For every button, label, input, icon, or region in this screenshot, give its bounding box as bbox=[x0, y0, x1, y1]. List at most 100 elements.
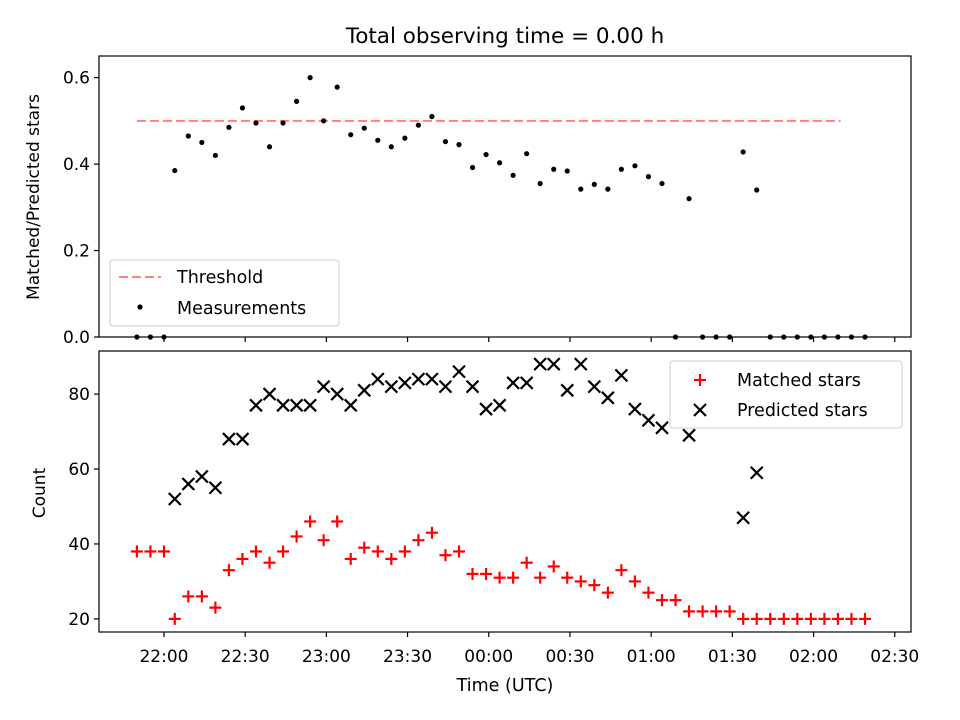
measurement-point bbox=[415, 122, 421, 128]
measurement-point bbox=[361, 125, 367, 131]
predicted-stars-point bbox=[438, 379, 453, 394]
matched-stars-point bbox=[710, 605, 723, 618]
matched-stars-point bbox=[236, 552, 249, 565]
predicted-stars-point bbox=[208, 480, 223, 495]
matched-stars-point bbox=[466, 567, 479, 580]
measurement-point bbox=[469, 164, 476, 171]
predicted-stars-point bbox=[181, 477, 196, 491]
x-tick-label: 22:00 bbox=[139, 647, 188, 667]
measurement-point bbox=[172, 167, 178, 174]
predicted-stars-point bbox=[506, 376, 520, 390]
measurement-point bbox=[564, 168, 570, 174]
measurement-point bbox=[266, 144, 273, 150]
threshold-legend-label: Threshold bbox=[176, 268, 263, 288]
matched-stars-point bbox=[263, 556, 276, 569]
matched-stars-point bbox=[601, 586, 614, 599]
measurement-point bbox=[293, 98, 300, 104]
predicted-legend-label: Predicted stars bbox=[737, 401, 868, 421]
matched-stars-point bbox=[157, 545, 170, 558]
matched-stars-point bbox=[130, 545, 143, 558]
predicted-stars-point bbox=[492, 398, 507, 413]
measurement-point bbox=[185, 133, 191, 139]
x-tick-label: 01:00 bbox=[627, 647, 676, 667]
measurement-point bbox=[632, 163, 638, 169]
ratio-y-tick-label: 0.6 bbox=[63, 69, 90, 89]
matched-stars-point bbox=[683, 605, 696, 618]
measurement-point bbox=[253, 120, 259, 126]
matched-stars-point bbox=[831, 612, 844, 625]
predicted-stars-point bbox=[222, 432, 236, 446]
count-legend-box bbox=[669, 360, 903, 429]
predicted-stars-point bbox=[371, 372, 385, 386]
predicted-stars-point bbox=[343, 398, 358, 413]
measurement-point bbox=[199, 139, 205, 146]
measurement-point bbox=[307, 75, 313, 81]
measurement-point bbox=[605, 186, 611, 192]
predicted-stars-point bbox=[736, 510, 750, 525]
measurement-point bbox=[754, 187, 760, 193]
measurement-point bbox=[280, 120, 286, 126]
predicted-stars-point bbox=[560, 383, 575, 398]
predicted-stars-point bbox=[465, 379, 480, 394]
x-tick-label: 00:30 bbox=[545, 647, 594, 667]
predicted-stars-point bbox=[546, 357, 561, 371]
x-tick-label: 01:30 bbox=[708, 647, 757, 667]
matched-stars-point bbox=[561, 571, 574, 584]
ratio-y-tick-label: 0.4 bbox=[63, 155, 90, 175]
matched-legend-handle bbox=[694, 374, 706, 386]
count-y-tick-label: 60 bbox=[68, 460, 90, 480]
predicted-stars-point bbox=[168, 492, 182, 506]
matched-stars-point bbox=[304, 515, 317, 528]
ratio-y-tick-label: 0.2 bbox=[63, 242, 90, 262]
matched-stars-point bbox=[737, 612, 750, 625]
matched-stars-point bbox=[642, 586, 655, 599]
matched-stars-point bbox=[547, 560, 560, 573]
predicted-stars-point bbox=[262, 387, 277, 401]
matched-stars-point bbox=[858, 612, 871, 625]
ratio-plot-area bbox=[134, 75, 868, 340]
measurement-point bbox=[537, 180, 543, 187]
matched-stars-point bbox=[750, 612, 763, 625]
measurements-legend-handle bbox=[137, 304, 143, 310]
predicted-stars-point bbox=[601, 391, 615, 405]
measurement-point bbox=[402, 135, 408, 141]
matched-stars-point bbox=[615, 564, 628, 577]
predicted-stars-point bbox=[235, 432, 250, 446]
matched-stars-point bbox=[655, 594, 668, 607]
matched-stars-point bbox=[412, 534, 425, 547]
measurement-point bbox=[686, 196, 692, 202]
matched-stars-point bbox=[791, 612, 804, 625]
count-axes-frame bbox=[98, 350, 912, 633]
x-tick-label: 00:00 bbox=[464, 647, 513, 667]
matched-stars-point bbox=[669, 594, 682, 607]
measurement-point bbox=[645, 174, 652, 180]
matched-stars-point bbox=[534, 571, 547, 584]
measurement-point bbox=[524, 151, 530, 157]
predicted-stars-point bbox=[628, 402, 642, 416]
measurement-point bbox=[239, 105, 246, 111]
matched-stars-point bbox=[371, 545, 384, 558]
ratio-panel: Total observing time = 0.00 h 0.0 0.2 0.4 0… bbox=[24, 24, 912, 348]
ratio-legend: Threshold Measurements bbox=[109, 259, 340, 327]
ratio-y-tick-label: 0.0 bbox=[63, 328, 90, 348]
measurement-point bbox=[456, 142, 462, 148]
count-panel: 20 40 60 80 22:00 22:30 23:00 23:30 00:00 00:30 0… bbox=[30, 350, 919, 696]
x-tick-label: 02:00 bbox=[789, 647, 838, 667]
matched-stars-point bbox=[588, 579, 601, 592]
chart-title: Total observing time = 0.00 h bbox=[345, 24, 665, 49]
count-y-ticks: 20 40 60 80 bbox=[68, 385, 99, 630]
matched-stars-point bbox=[520, 556, 533, 569]
measurement-point bbox=[348, 132, 354, 138]
measurement-point bbox=[334, 84, 340, 90]
predicted-stars-point bbox=[452, 364, 466, 379]
matched-stars-point bbox=[764, 612, 777, 625]
measurement-point bbox=[740, 149, 746, 155]
count-plot-area bbox=[130, 357, 871, 625]
measurement-point bbox=[388, 144, 394, 150]
predicted-stars-point bbox=[289, 398, 304, 413]
ratio-legend-box bbox=[109, 259, 340, 327]
count-y-tick-label: 20 bbox=[68, 610, 90, 630]
predicted-stars-point bbox=[479, 402, 493, 416]
ratio-x-ticks bbox=[163, 337, 896, 342]
predicted-stars-point bbox=[574, 357, 588, 371]
